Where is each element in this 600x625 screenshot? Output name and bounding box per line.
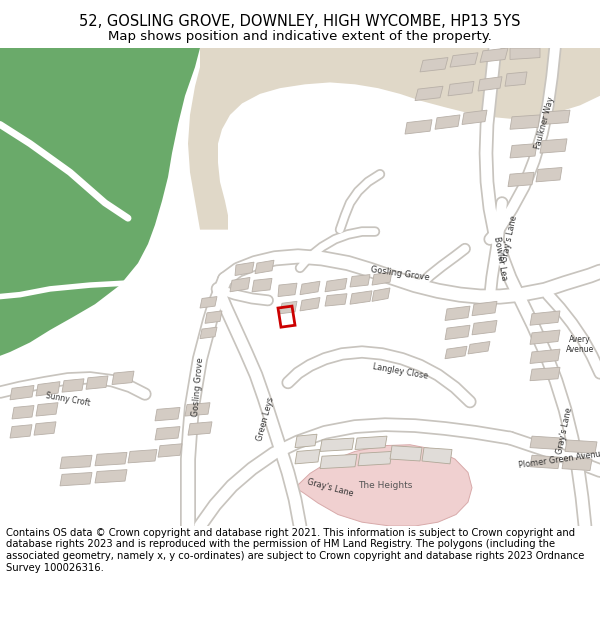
Polygon shape [405,120,432,134]
Polygon shape [155,408,180,421]
Polygon shape [200,327,217,339]
Polygon shape [95,452,127,466]
Polygon shape [300,298,320,311]
Text: Gosling Grove: Gosling Grove [191,357,205,418]
Text: Sunny Croft: Sunny Croft [45,391,91,408]
Polygon shape [445,346,467,359]
Polygon shape [0,48,200,356]
Polygon shape [320,438,354,451]
Text: 52, GOSLING GROVE, DOWNLEY, HIGH WYCOMBE, HP13 5YS: 52, GOSLING GROVE, DOWNLEY, HIGH WYCOMBE… [79,14,521,29]
Polygon shape [420,58,448,72]
Polygon shape [478,77,502,91]
Polygon shape [542,110,570,124]
Polygon shape [422,448,452,464]
Polygon shape [530,455,560,469]
Polygon shape [530,330,560,344]
Polygon shape [462,110,487,124]
Polygon shape [112,371,134,384]
Polygon shape [325,294,347,306]
Polygon shape [10,424,32,438]
Polygon shape [390,446,422,461]
Polygon shape [445,325,470,339]
Polygon shape [472,321,497,335]
Text: Contains OS data © Crown copyright and database right 2021. This information is : Contains OS data © Crown copyright and d… [6,528,584,572]
Text: Gray's Lane: Gray's Lane [306,478,354,498]
Text: Gray's Lane: Gray's Lane [500,215,520,263]
Polygon shape [472,301,497,316]
Text: Gray's Lane: Gray's Lane [556,406,574,454]
Text: Map shows position and indicative extent of the property.: Map shows position and indicative extent… [108,30,492,43]
Polygon shape [230,278,250,292]
Polygon shape [450,52,478,67]
Polygon shape [350,274,370,287]
Polygon shape [358,451,392,466]
Polygon shape [355,436,387,449]
Polygon shape [158,444,182,457]
Polygon shape [200,296,217,308]
Polygon shape [448,81,474,96]
Polygon shape [540,139,567,153]
Text: Green Leys: Green Leys [255,396,275,442]
Polygon shape [278,283,297,296]
Polygon shape [60,455,92,469]
Polygon shape [10,386,34,400]
Text: Bowler Lea: Bowler Lea [492,236,508,281]
Polygon shape [128,449,157,463]
Text: Avery
Avenue: Avery Avenue [566,334,594,354]
Polygon shape [252,278,272,292]
Polygon shape [155,427,180,440]
Polygon shape [62,379,84,392]
Polygon shape [565,440,597,453]
Polygon shape [510,115,540,129]
Polygon shape [295,449,320,464]
Polygon shape [12,406,34,419]
Polygon shape [60,472,92,486]
Text: The Heights: The Heights [358,481,412,491]
Polygon shape [205,311,222,323]
Polygon shape [188,422,212,435]
Polygon shape [295,434,317,447]
Polygon shape [255,260,274,274]
Polygon shape [34,422,56,435]
Polygon shape [530,368,560,381]
Polygon shape [36,402,58,416]
Polygon shape [235,262,254,276]
Polygon shape [530,349,560,364]
Polygon shape [415,86,443,101]
Polygon shape [530,311,560,325]
Polygon shape [86,376,108,389]
Polygon shape [510,48,540,59]
Polygon shape [536,168,562,182]
Polygon shape [320,454,357,469]
Polygon shape [372,272,392,285]
Text: Gosling Grove: Gosling Grove [370,265,430,282]
Text: Faulkner Way: Faulkner Way [533,96,556,150]
Polygon shape [36,382,60,396]
Polygon shape [435,115,460,129]
Polygon shape [530,436,562,449]
Polygon shape [505,72,527,86]
Polygon shape [372,288,390,301]
Text: Langley Close: Langley Close [371,362,428,381]
Text: Plomer Green Avenue: Plomer Green Avenue [518,449,600,469]
Polygon shape [325,278,347,292]
Polygon shape [295,445,472,526]
Polygon shape [95,469,127,483]
Polygon shape [185,402,210,416]
Polygon shape [188,48,600,229]
Polygon shape [445,306,470,321]
Polygon shape [280,301,297,314]
Polygon shape [562,457,592,471]
Polygon shape [480,48,508,62]
Polygon shape [350,291,372,304]
Polygon shape [468,341,490,354]
Polygon shape [300,281,320,294]
Polygon shape [508,173,534,187]
Polygon shape [510,144,537,158]
